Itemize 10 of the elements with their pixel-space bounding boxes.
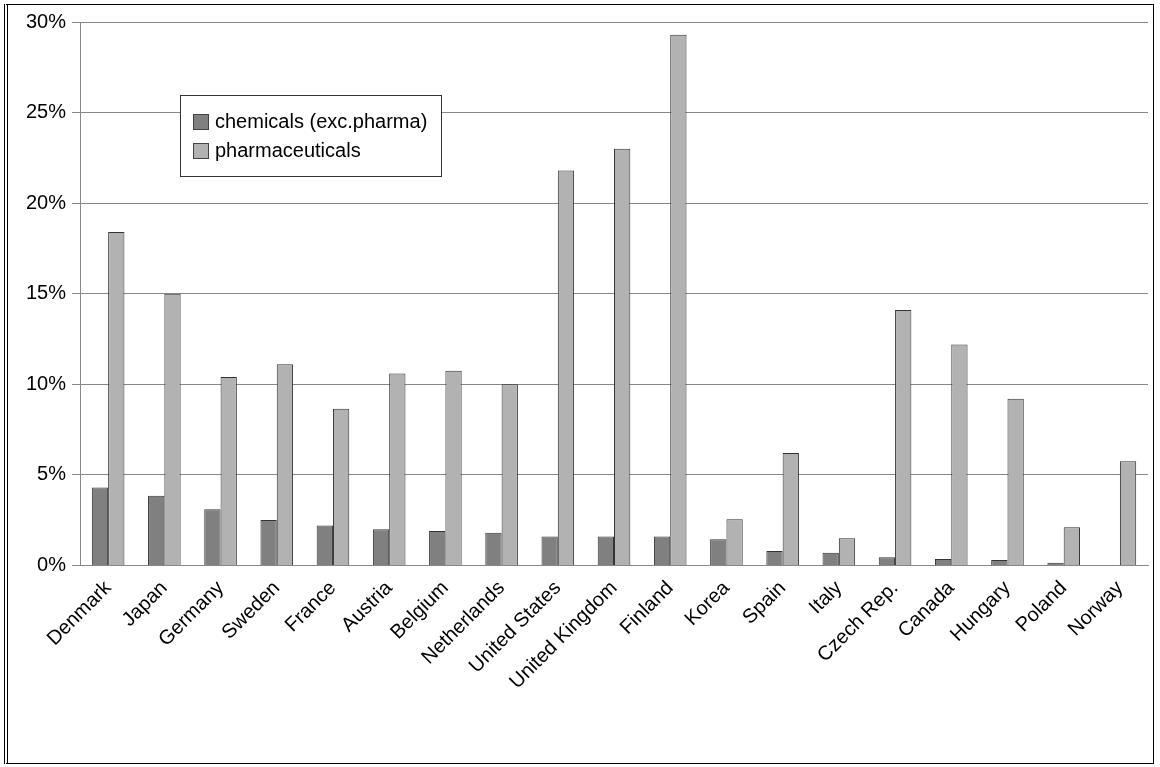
y-tick-label: 25% [26,100,67,123]
legend-label: pharmaceuticals [215,139,361,162]
y-tick-label: 5% [37,462,67,485]
legend-label: chemicals (exc.pharma) [215,110,428,133]
y-tick-label: 10% [26,371,67,394]
y-tick-label: 20% [26,190,67,213]
y-tick-label: 30% [26,9,67,32]
x-tick-label: Italy [804,576,846,618]
y-tick-label: 0% [37,552,67,575]
y-tick-label: 15% [26,281,67,304]
